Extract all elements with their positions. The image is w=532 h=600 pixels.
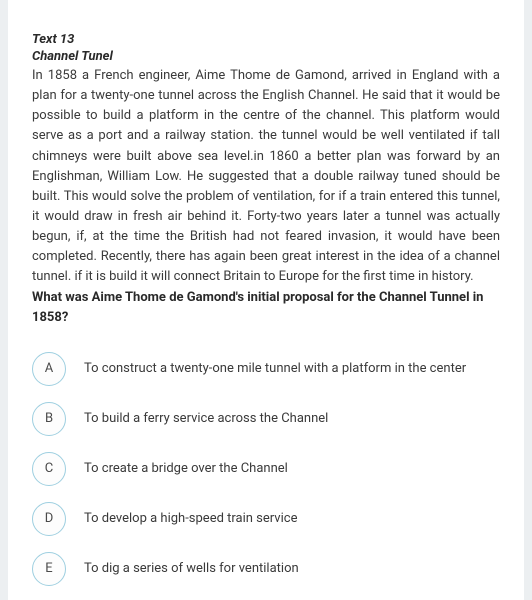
page-container: Text 13 Channel Tunel In 1858 a French e… xyxy=(8,0,524,600)
option-letter: C xyxy=(32,452,66,486)
options-list: A To construct a twenty-one mile tunnel … xyxy=(32,352,500,586)
option-letter: B xyxy=(32,402,66,436)
option-text: To create a bridge over the Channel xyxy=(84,461,288,476)
option-e[interactable]: E To dig a series of wells for ventilati… xyxy=(32,552,500,586)
passage-title: Channel Tunel xyxy=(32,49,500,64)
option-a[interactable]: A To construct a twenty-one mile tunnel … xyxy=(32,352,500,386)
option-text: To dig a series of wells for ventilation xyxy=(84,561,299,576)
option-letter: A xyxy=(32,352,66,386)
option-text: To build a ferry service across the Chan… xyxy=(84,411,328,426)
option-text: To construct a twenty-one mile tunnel wi… xyxy=(84,361,466,376)
option-d[interactable]: D To develop a high-speed train service xyxy=(32,502,500,536)
option-c[interactable]: C To create a bridge over the Channel xyxy=(32,452,500,486)
option-letter: E xyxy=(32,552,66,586)
passage-body: In 1858 a French engineer, Aime Thome de… xyxy=(32,66,500,288)
text-label: Text 13 xyxy=(32,32,500,47)
option-b[interactable]: B To build a ferry service across the Ch… xyxy=(32,402,500,436)
option-letter: D xyxy=(32,502,66,536)
option-text: To develop a high-speed train service xyxy=(84,511,297,526)
question-text: What was Aime Thome de Gamond's initial … xyxy=(32,288,500,328)
